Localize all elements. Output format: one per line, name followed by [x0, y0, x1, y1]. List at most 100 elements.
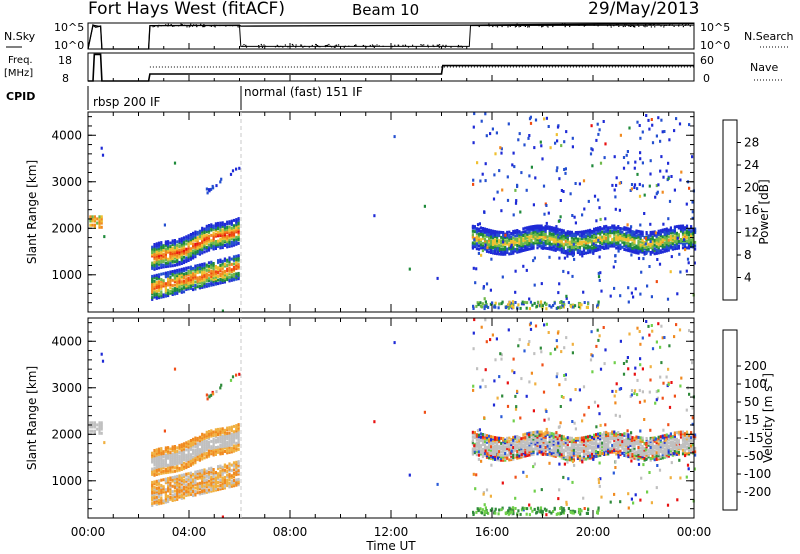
velocity-cell [198, 458, 201, 462]
power-cell [570, 245, 573, 249]
power-cell [669, 229, 672, 233]
noise-point [277, 45, 279, 47]
power-cell [214, 275, 217, 279]
velocity-cell [556, 437, 559, 441]
velocity-cell [522, 433, 525, 437]
velocity-cell [580, 446, 584, 450]
cpid-segment-1: rbsp 200 IF [93, 95, 160, 109]
power-cell [687, 229, 691, 233]
velocity-cell [210, 466, 213, 470]
power-cell [589, 232, 592, 236]
noise-point [658, 24, 660, 26]
power-cell [173, 244, 176, 248]
power-cell [648, 127, 651, 131]
velocity-cell [151, 488, 154, 491]
power-cell [228, 256, 231, 260]
power-cell [160, 258, 163, 262]
velocity-cell [475, 433, 478, 437]
noise-point [181, 24, 183, 26]
power-cell [212, 279, 215, 283]
power-cell [667, 161, 670, 165]
power-cell [536, 300, 540, 304]
velocity-cell [629, 448, 632, 452]
power-cell [192, 249, 195, 253]
power-cell [187, 280, 190, 284]
power-cell [557, 291, 560, 295]
power-cell [538, 226, 541, 230]
power-cell [663, 244, 666, 248]
power-cell [673, 245, 676, 249]
colorbar-tick-label: 28 [744, 136, 759, 150]
freq-tick-bottom: 8 [62, 72, 69, 85]
velocity-cell [235, 447, 238, 451]
velocity-cell [641, 450, 644, 453]
power-cell [485, 134, 488, 138]
power-cell [494, 235, 497, 239]
power-cell [498, 245, 501, 249]
power-cell [232, 224, 236, 228]
noise-point [329, 45, 331, 47]
velocity-cell [232, 473, 236, 477]
velocity-cell [212, 482, 215, 486]
velocity-cell [223, 428, 226, 432]
power-cell [564, 171, 567, 175]
freq-tick-top: 18 [58, 54, 72, 67]
power-cell [633, 239, 636, 242]
velocity-cell [639, 453, 642, 457]
power-cell [187, 243, 190, 247]
power-cell [655, 241, 658, 245]
power-cell [633, 237, 636, 241]
velocity-cell [506, 436, 509, 440]
power-cell [687, 246, 691, 250]
velocity-cell [475, 436, 478, 440]
power-cell [153, 295, 156, 299]
power-cell [613, 188, 616, 192]
power-cell [564, 249, 567, 253]
power-cell [207, 264, 211, 268]
velocity-cell [228, 473, 231, 476]
velocity-cell [554, 454, 557, 458]
power-cell [164, 271, 167, 275]
velocity-cell [629, 440, 632, 444]
velocity-cell [201, 457, 204, 461]
velocity-cell [171, 447, 174, 451]
power-cell [185, 280, 188, 284]
power-cell [169, 262, 172, 266]
power-cell [176, 256, 179, 260]
velocity-cell [91, 429, 94, 433]
power-cell [605, 228, 608, 232]
power-cell [163, 223, 166, 227]
power-cell [552, 243, 555, 247]
power-cell [522, 249, 525, 252]
power-cell [609, 231, 612, 235]
velocity-cell [192, 443, 195, 447]
power-cell [663, 249, 666, 253]
velocity-cell [98, 423, 101, 427]
noise-point [276, 44, 278, 46]
power-cell [592, 242, 595, 246]
power-cell [185, 279, 188, 283]
power-cell [228, 263, 231, 267]
power-cell [171, 255, 174, 259]
velocity-cell [207, 433, 211, 437]
power-cell [562, 247, 565, 251]
power-cell [607, 244, 610, 248]
power-cell [627, 244, 630, 247]
power-cell [167, 241, 170, 245]
velocity-cell [194, 436, 197, 440]
velocity-cell [623, 432, 626, 436]
velocity-cell [548, 433, 551, 437]
power-cell [180, 271, 183, 275]
velocity-cell [558, 449, 561, 453]
power-cell [192, 272, 195, 276]
velocity-cell [160, 484, 163, 487]
velocity-cell [155, 464, 158, 468]
noise-point [495, 25, 497, 27]
power-cell [219, 223, 222, 227]
power-cell [545, 307, 548, 311]
power-cell [185, 286, 188, 290]
power-cell [637, 243, 640, 247]
power-cell [185, 272, 188, 275]
power-cell [530, 228, 533, 232]
power-cell [586, 249, 590, 253]
